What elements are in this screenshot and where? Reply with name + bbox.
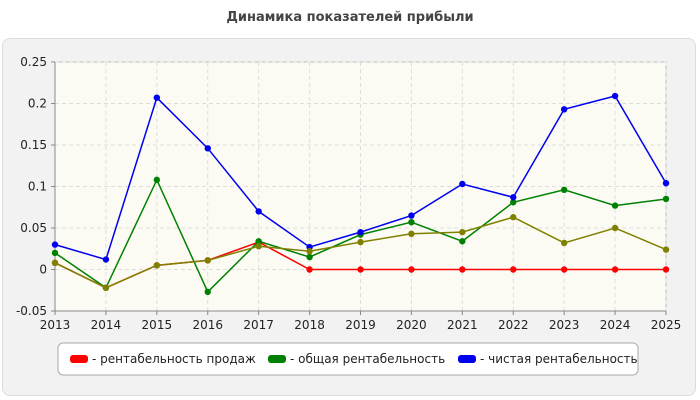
series-2-point <box>204 145 211 152</box>
x-tick-label: 2018 <box>294 318 325 332</box>
y-tick-label: 0.05 <box>20 221 47 235</box>
y-tick-label: 0.1 <box>28 180 47 194</box>
x-tick-label: 2020 <box>396 318 427 332</box>
series-2-point <box>51 241 59 248</box>
y-tick-label: 0 <box>39 263 47 277</box>
series-3-point <box>459 228 466 236</box>
series-1-point <box>459 238 466 245</box>
series-2-point <box>611 92 619 100</box>
x-tick-label: 2015 <box>142 318 173 332</box>
series-3-point <box>153 262 161 269</box>
x-tick-label: 2016 <box>192 318 223 332</box>
series-0-point <box>611 266 619 273</box>
legend-swatch <box>458 355 476 363</box>
series-1-point <box>560 186 568 194</box>
series-0-point <box>408 266 415 273</box>
series-2-point <box>662 179 670 187</box>
series-2-point <box>153 94 161 101</box>
y-tick-label: 0.15 <box>20 138 47 152</box>
y-tick-label: 0.2 <box>28 97 47 111</box>
series-2-point <box>102 256 110 263</box>
series-0-point <box>306 266 313 273</box>
series-1-point <box>153 176 161 184</box>
x-tick-label: 2022 <box>498 318 529 332</box>
series-0-point <box>662 266 670 273</box>
x-tick-label: 2019 <box>345 318 376 332</box>
series-3-point <box>408 230 415 238</box>
x-tick-label: 2023 <box>549 318 580 332</box>
series-1-point <box>306 253 313 261</box>
series-1-point <box>51 249 59 257</box>
series-3-point <box>51 259 59 267</box>
series-3-point <box>306 248 313 255</box>
series-2-point <box>459 180 466 188</box>
series-1-point <box>255 238 262 245</box>
series-3-point <box>662 246 670 253</box>
series-2-point <box>560 106 568 113</box>
series-0-point <box>560 266 568 273</box>
chart-title: Динамика показателей прибыли <box>226 10 474 25</box>
legend-box <box>57 342 639 376</box>
legend-swatch <box>70 355 88 363</box>
series-3-point <box>255 243 262 250</box>
series-1-point <box>611 202 619 209</box>
series-0-point <box>510 266 517 273</box>
series-0-point <box>357 266 364 273</box>
x-tick-label: 2017 <box>243 318 274 332</box>
legend-label: - чистая рентабельность <box>480 352 638 366</box>
x-tick-label: 2021 <box>447 318 478 332</box>
series-0-point <box>459 266 466 273</box>
legend-swatch <box>268 355 286 363</box>
series-2-point <box>510 194 517 201</box>
series-3-point <box>357 238 364 246</box>
series-2-point <box>357 228 364 236</box>
legend-label: - общая рентабельность <box>290 352 445 366</box>
x-tick-label: 2025 <box>651 318 682 332</box>
series-3-point <box>204 257 211 264</box>
x-tick-label: 2024 <box>600 318 631 332</box>
series-2-point <box>408 212 415 219</box>
x-tick-label: 2014 <box>91 318 122 332</box>
series-3-point <box>510 214 517 221</box>
series-3-point <box>102 284 110 291</box>
y-tick-label: -0.05 <box>16 304 47 318</box>
series-1-point <box>510 199 517 206</box>
series-1-point <box>408 218 415 226</box>
x-tick-label: 2013 <box>40 318 71 332</box>
series-3-point <box>611 224 619 232</box>
series-3-point <box>560 239 568 247</box>
series-1-point <box>204 288 211 296</box>
legend-label: - рентабельность продаж <box>92 352 256 366</box>
y-tick-label: 0.25 <box>20 55 47 69</box>
series-1-point <box>662 195 670 203</box>
series-2-point <box>255 208 262 215</box>
